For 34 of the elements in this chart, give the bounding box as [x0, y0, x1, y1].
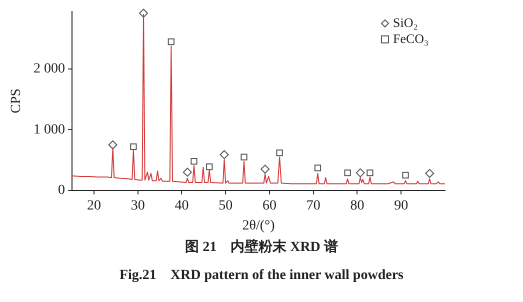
caption: Fig.21 XRD pattern of the inner wall powders [118, 267, 404, 284]
point [182, 168, 192, 177]
caption: 图 21 内壁粉末 XRD 谱 [184, 238, 339, 256]
x-tick-label: 90 [394, 198, 408, 214]
point [314, 164, 322, 172]
point [366, 169, 374, 176]
point [356, 168, 365, 178]
y-tick-label: 0 [58, 183, 65, 198]
point [402, 172, 409, 179]
legend-label: SiO₂ [393, 14, 418, 30]
x-tick-label: 50 [218, 198, 233, 214]
x-tick-label: 60 [262, 198, 276, 214]
x-axis-title: 2θ/(°) [242, 218, 276, 234]
point [168, 38, 175, 46]
x-tick-label: 20 [86, 198, 101, 214]
point [425, 168, 434, 178]
point [139, 8, 148, 18]
point [206, 163, 213, 170]
y-tick-label: 2 000 [34, 62, 65, 77]
point [108, 140, 118, 150]
y-axis-title: CPS [9, 88, 24, 114]
point [260, 164, 270, 174]
point [344, 169, 351, 176]
point [190, 158, 198, 165]
point [130, 143, 137, 150]
point [240, 154, 248, 160]
y-tick-label: 1 000 [34, 122, 65, 138]
x-tick-label: 80 [350, 198, 364, 214]
legend-label: FeCO₃ [393, 30, 429, 46]
point [220, 150, 229, 160]
x-tick-label: 70 [306, 198, 320, 214]
point [276, 149, 283, 156]
x-tick-label: 30 [130, 198, 145, 214]
x-tick-label: 40 [174, 198, 189, 214]
